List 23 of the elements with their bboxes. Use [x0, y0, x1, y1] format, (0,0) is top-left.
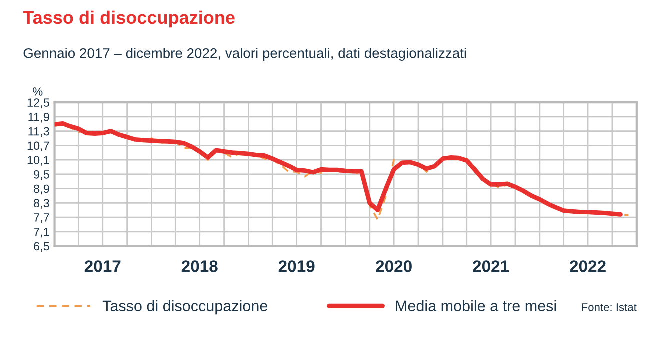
- y-tick-label: 12,5: [28, 98, 50, 108]
- chart-title: Tasso di disoccupazione: [23, 10, 235, 28]
- x-tick-label: 2019: [278, 260, 315, 272]
- y-tick-label: 8,9: [34, 184, 50, 195]
- y-tick-label: 7,7: [34, 214, 50, 224]
- x-tick-label: 2017: [84, 260, 121, 272]
- y-tick-label: 7,1: [34, 228, 50, 238]
- legend-label: Media mobile a tre mesi: [396, 300, 556, 312]
- y-tick-label: 6,5: [34, 242, 50, 252]
- x-tick-label: 2020: [376, 260, 412, 272]
- source-note: Fonte: Istat: [582, 304, 637, 312]
- y-axis-title: %: [33, 88, 43, 96]
- x-tick-label: 2018: [182, 260, 218, 272]
- y-tick-label: 11,3: [28, 127, 50, 138]
- x-tick-label: 2021: [473, 260, 510, 272]
- chart-subtitle: Gennaio 2017 – dicembre 2022, valori percentuali, dati destagionalizzati: [24, 48, 466, 62]
- y-tick-label: 10,7: [28, 142, 50, 152]
- y-tick-label: 11,9: [28, 113, 50, 123]
- y-tick-label: 9,5: [34, 170, 50, 180]
- x-tick-label: 2022: [570, 260, 606, 272]
- legend-label: Tasso di disoccupazione: [102, 300, 268, 315]
- y-tick-label: 8,3: [34, 199, 50, 209]
- y-tick-label: 10,1: [28, 156, 50, 166]
